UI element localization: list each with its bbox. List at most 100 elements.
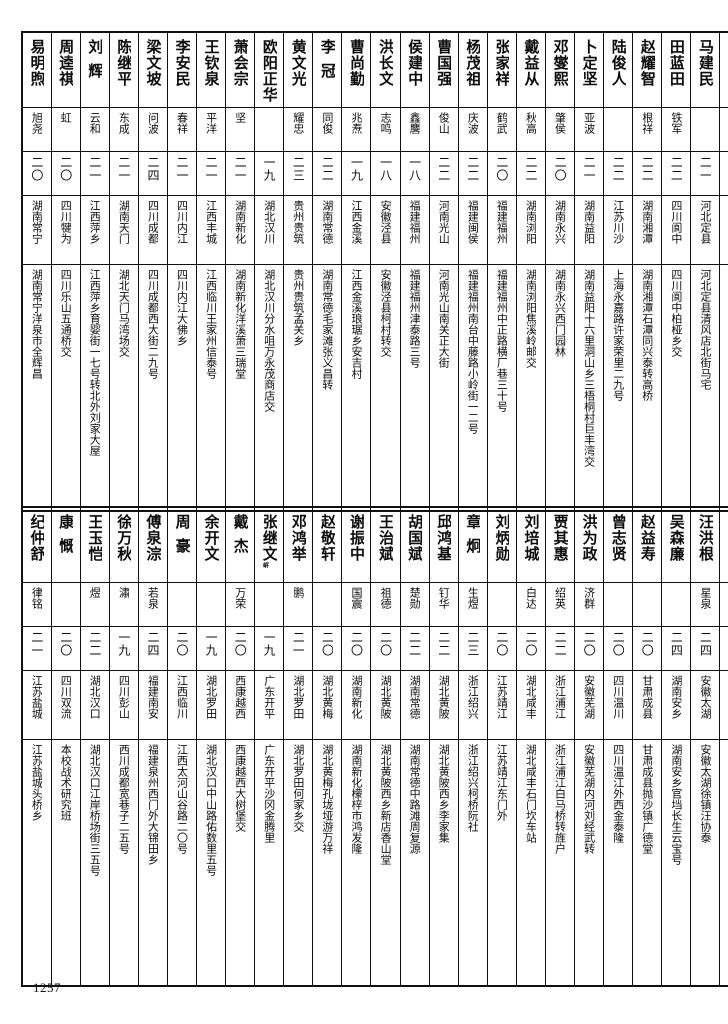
row-address: 湖南常宁洋泉市全辉昌 四川乐山五通桥交 江西萍乡育婴街一七号转北外刘家大屋 湖北天门马…	[21, 264, 728, 512]
address-text: 安徽太湖徐镇汪协泰	[699, 744, 711, 843]
age-text: 二〇	[379, 631, 392, 657]
cell-address: 广东开平沙冈金腾里	[254, 739, 285, 987]
age-text: 二一	[204, 156, 218, 182]
cell-age: 二〇	[603, 626, 634, 671]
cell-name: 杨茂祖	[457, 31, 488, 108]
cell-address: 湖南益阳十六里洞山乡三梧桐村巨丰湾交	[573, 264, 605, 512]
age-text: 一八	[408, 156, 421, 182]
cell-origin: 安徽太湖	[690, 670, 721, 740]
cell-age: 二一	[573, 151, 605, 196]
origin-text: 广东开平	[263, 675, 275, 719]
age-text: 二〇	[321, 631, 334, 657]
cell-name: 赵益寿	[632, 506, 663, 583]
cell-name: 欧阳正华	[254, 31, 285, 108]
cell-name: 赵耀智	[632, 31, 663, 108]
age-text: 二二	[437, 156, 450, 182]
name-text: 刘辉	[87, 39, 103, 87]
cell-name: 洪为政	[573, 506, 605, 583]
cell-age: 一九	[254, 626, 285, 671]
cell-name: 周豪	[166, 506, 197, 583]
address-text: 湖北咸丰石门坎车站	[525, 744, 537, 843]
name-text: 洪为政	[581, 514, 597, 562]
address-text: 江西金溪琅琚乡安吉村	[350, 269, 362, 379]
origin-text: 湖北黄陂	[379, 675, 392, 719]
cell-alias: 生煜	[457, 582, 488, 627]
cell-alias: 白山	[719, 107, 728, 152]
cell-age: 一九	[254, 151, 285, 196]
name-text: 刘培城	[523, 514, 539, 562]
address-text: 湖北黄陂西乡新店香山堂	[379, 744, 392, 865]
cell-age: 二一	[79, 151, 110, 196]
cell-age: 二〇	[50, 151, 81, 196]
address-text: 四川内江大佛乡	[176, 269, 188, 346]
alias-text: 潚	[118, 587, 130, 598]
cell-origin: 湖北罗田	[195, 670, 227, 740]
cell-age: 二〇	[632, 626, 663, 671]
cell-origin: 湖南常德	[399, 670, 430, 740]
cell-address: 浙江绍兴柯桥阮社	[457, 739, 488, 987]
row-name: 纪仲舒 康慨 王玉恺 徐万秋 傅泉淙 周豪 余开文 戴杰 张继文㟁 邓鸿举 赵敬轩 谢振中 王治斌 胡国斌…	[21, 506, 728, 583]
cell-address: 甘肃成县抛沙镇广德堂	[632, 739, 663, 987]
alias-text: 若泉	[147, 587, 159, 609]
cell-name: 王钦泉	[195, 31, 227, 108]
table-bottom-body: 纪仲舒 康慨 王玉恺 徐万秋 傅泉淙 周豪 余开文 戴杰 张继文㟁 邓鸿举 赵敬轩 谢振中 王治斌 胡国斌…	[21, 506, 728, 987]
cell-name: 戴益从	[515, 31, 546, 108]
cell-age: 二二	[79, 626, 110, 671]
cell-alias	[486, 582, 517, 627]
cell-origin: 湖北黄陂	[428, 670, 459, 740]
row-address: 江苏盐城头桥乡 本校战术研究班 湖北汉口江岸桥场街三五号 西川成都宽巷子二五号 福建泉州…	[21, 739, 728, 987]
name-text: 洪长文	[377, 39, 394, 87]
alias-text: 钉华	[438, 587, 450, 609]
cell-address: 江苏靖江东门外	[486, 739, 517, 987]
age-text: 二〇	[350, 631, 363, 657]
address-text: 安徽泾县柯村转交	[379, 269, 392, 357]
origin-text: 安徽芜湖	[583, 675, 595, 719]
cell-alias: 根祥	[632, 107, 663, 152]
cell-alias	[50, 582, 81, 627]
cell-origin: 安徽泾县	[370, 195, 401, 265]
origin-text: 四川温川	[612, 675, 624, 719]
cell-age: 二〇	[486, 151, 517, 196]
name-text: 杨茂祖	[465, 39, 481, 87]
name-text: 曹尚勤	[348, 39, 365, 87]
cell-alias: 同俊	[312, 107, 343, 152]
origin-text: 湖南湘潭	[641, 200, 653, 244]
cell-name: 邓燮熙	[544, 31, 575, 108]
cell-address: 湖南常德中路滩周复源	[399, 739, 430, 987]
name-text: 邓鸿举	[290, 514, 306, 562]
cell-name: 章炯	[457, 506, 488, 583]
alias-text: 煜	[89, 587, 101, 598]
address-text: 河南光山南关正大街	[438, 269, 450, 368]
address-text: 福建福州中正路横厂巷三十号	[496, 269, 508, 412]
cell-origin: 四川犍为	[50, 195, 81, 265]
alias-text: 兆焘	[350, 112, 362, 134]
alias-text: 问波	[147, 112, 159, 134]
cell-name: 邓鸿举	[283, 506, 314, 583]
cell-address: 上海永嘉路许家荣里二九号	[603, 264, 634, 512]
cell-age: 二一	[225, 151, 256, 196]
cell-alias	[603, 582, 634, 627]
alias-text: 铁军	[670, 112, 682, 134]
age-text: 二一	[233, 156, 247, 182]
cell-origin: 福建福州	[486, 195, 517, 265]
cell-address: 湖北咸丰石门坎车站	[515, 739, 546, 987]
address-text: 福建福州南台中藤路小岭街一二号	[467, 269, 479, 434]
cell-address: 湖北黄陂西乡李家集	[428, 739, 459, 987]
cell-alias: 国震	[341, 582, 372, 627]
name-text: 章炯	[465, 514, 481, 562]
cell-address: 湖北汉口江岸桥场街三五号	[79, 739, 110, 987]
name-text: 赵耀智	[639, 39, 655, 87]
alias-text: 根祥	[641, 112, 653, 134]
name-subscript: 㟁	[261, 562, 269, 568]
cell-name: 张继文㟁	[254, 506, 285, 583]
name-text: 杨一鹏	[727, 508, 728, 562]
cell-origin: 湖北汉川	[254, 195, 285, 265]
cell-alias: 俊山	[428, 107, 459, 152]
cell-alias: 开洗	[719, 582, 728, 627]
cell-age: 二二	[632, 151, 663, 196]
cell-name: 曾志贤	[603, 506, 634, 583]
name-text: 王治斌	[377, 514, 394, 562]
age-text: 二〇	[30, 156, 43, 182]
cell-address: 福建福州中正路横厂巷三十号	[486, 264, 517, 512]
